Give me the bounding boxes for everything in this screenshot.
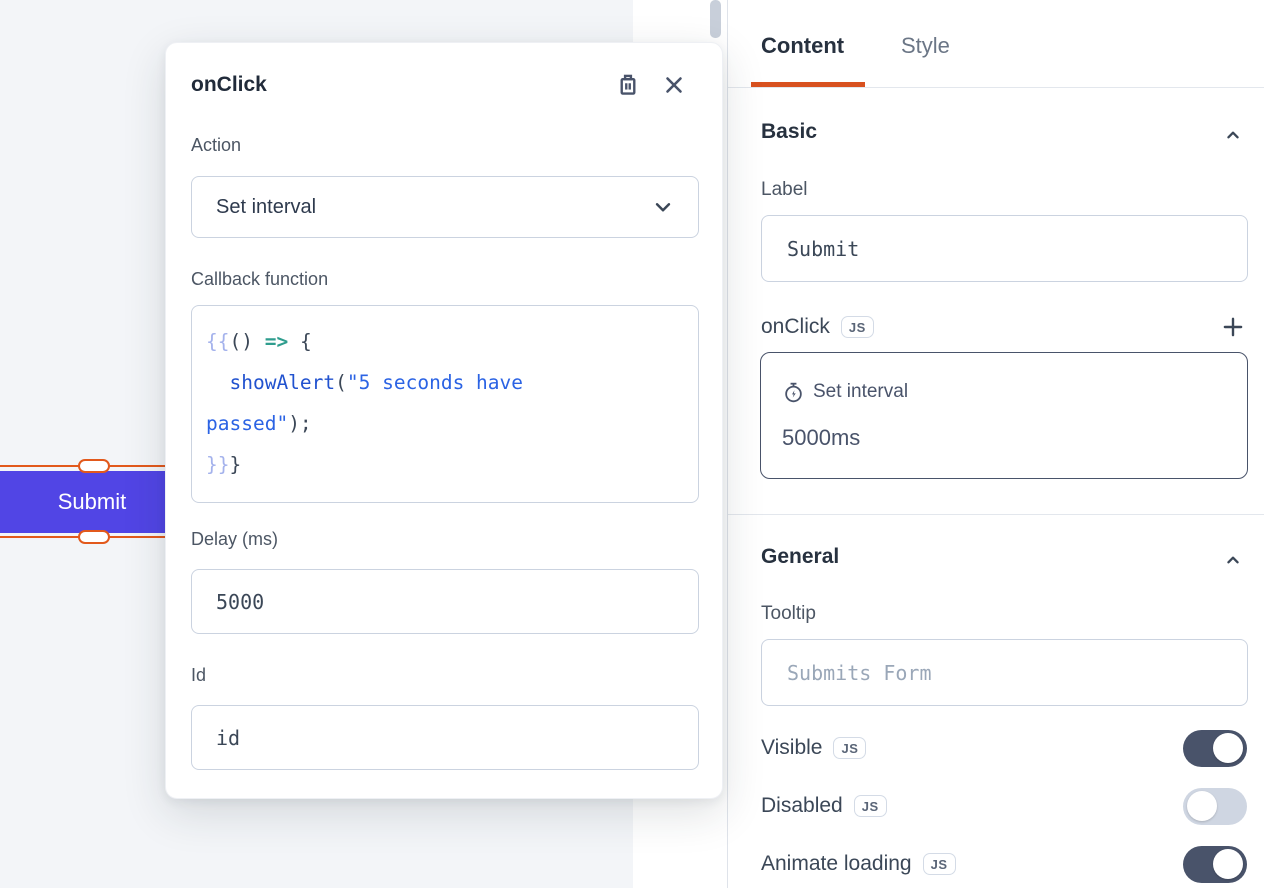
chevron-down-icon: [650, 194, 698, 220]
chevron-up-icon: [1222, 549, 1244, 571]
delay-input[interactable]: [191, 569, 699, 634]
canvas-scrollbar-thumb[interactable]: [710, 0, 721, 38]
collapse-general-button[interactable]: [1220, 547, 1246, 573]
tab-style[interactable]: Style: [901, 33, 950, 58]
add-action-button[interactable]: [1219, 313, 1247, 341]
js-toggle-badge[interactable]: JS: [840, 316, 874, 338]
event-card-action-name: Set interval: [813, 381, 909, 402]
close-icon: [661, 72, 687, 98]
resize-handle-bottom[interactable]: [78, 530, 110, 544]
submit-button-widget[interactable]: Submit: [0, 471, 184, 533]
event-card-set-interval[interactable]: Set interval 5000ms: [760, 352, 1248, 479]
toggle-knob: [1213, 849, 1243, 879]
property-pane-tabs: Content Style: [728, 0, 1264, 88]
property-pane: Content Style Basic Label onClick JS: [727, 0, 1264, 888]
visible-property-label: Visible: [761, 736, 823, 759]
js-toggle-badge[interactable]: JS: [853, 795, 887, 817]
tooltip-field-label: Tooltip: [761, 603, 816, 624]
onclick-property-label: onClick: [761, 315, 830, 338]
tab-content[interactable]: Content: [761, 33, 845, 58]
disabled-property-label: Disabled: [761, 794, 843, 817]
onclick-action-popup: onClick Action Set interval: [165, 42, 723, 799]
callback-code-editor[interactable]: {{() => { showAlert("5 seconds have passe…: [191, 305, 699, 503]
delay-label: Delay (ms): [191, 529, 279, 549]
id-input[interactable]: [191, 705, 699, 770]
section-title-basic: Basic: [761, 120, 818, 143]
resize-handle-top[interactable]: [78, 459, 110, 473]
label-input[interactable]: [761, 215, 1248, 282]
callback-function-label: Callback function: [191, 269, 329, 289]
id-label: Id: [191, 665, 207, 685]
action-select-value: Set interval: [216, 195, 317, 218]
action-label: Action: [191, 135, 242, 155]
active-tab-indicator: [751, 82, 865, 87]
popup-title: onClick: [191, 73, 267, 96]
plus-icon: [1220, 314, 1246, 340]
event-card-detail: 5000ms: [782, 425, 861, 450]
label-field-label: Label: [761, 179, 808, 200]
chevron-up-icon: [1222, 124, 1244, 146]
stopwatch-icon: [783, 382, 804, 403]
animate-loading-toggle[interactable]: [1183, 845, 1247, 883]
visible-toggle[interactable]: [1183, 729, 1247, 767]
toggle-knob: [1213, 733, 1243, 763]
collapse-basic-button[interactable]: [1220, 122, 1246, 148]
js-toggle-badge[interactable]: JS: [833, 737, 867, 759]
close-popup-button[interactable]: [660, 71, 688, 99]
delete-action-button[interactable]: [614, 71, 642, 99]
animate-loading-property-label: Animate loading: [761, 852, 912, 875]
tooltip-input[interactable]: [761, 639, 1248, 706]
section-divider: [728, 514, 1264, 515]
section-title-general: General: [761, 545, 840, 568]
action-select[interactable]: Set interval: [191, 176, 699, 238]
js-toggle-badge[interactable]: JS: [922, 853, 956, 875]
disabled-toggle[interactable]: [1183, 787, 1247, 825]
trash-icon: [615, 72, 641, 98]
toggle-knob: [1187, 791, 1217, 821]
